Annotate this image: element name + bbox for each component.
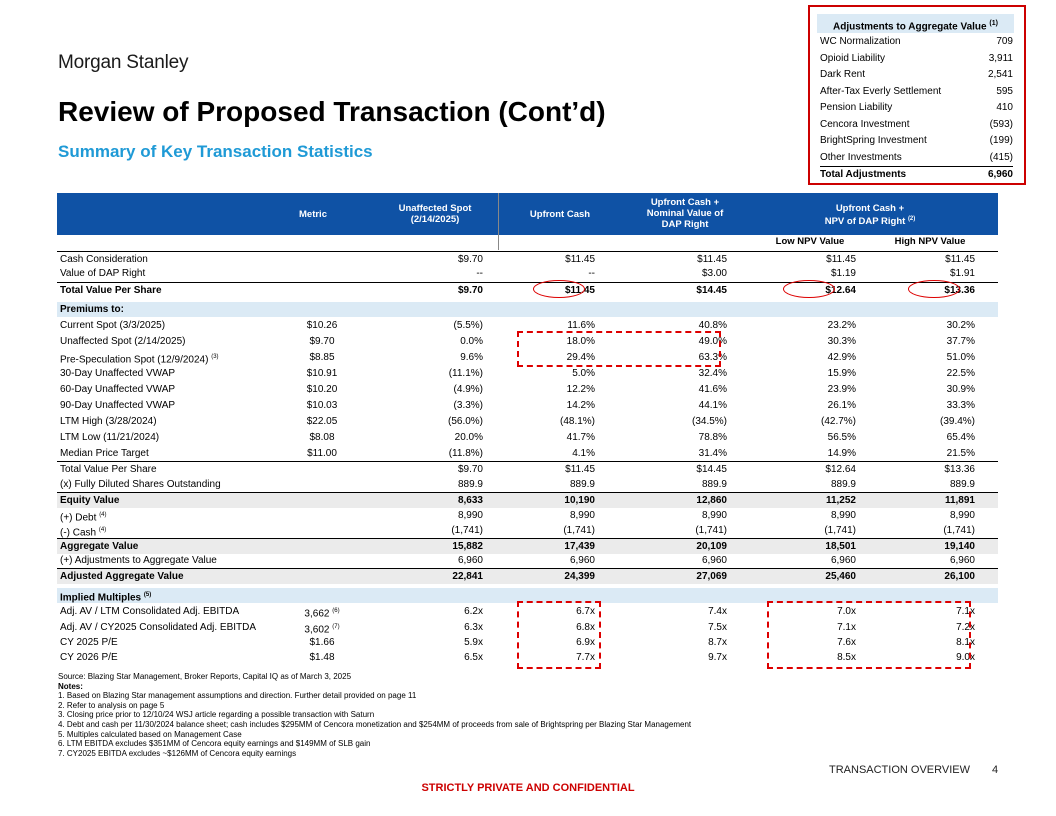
adjustment-row: Pension Liability 410	[820, 102, 1013, 113]
highlight-circle-high-npv	[908, 280, 960, 298]
page-subtitle: Summary of Key Transaction Statistics	[58, 142, 373, 161]
table-row: CY 2026 P/E $1.48 6.5x 7.7x 9.7x 8.5x 9.0x	[60, 652, 975, 663]
adjustments-box: Adjustments to Aggregate Value (1) WC No…	[808, 5, 1026, 185]
page-number: 4	[992, 764, 999, 776]
table-row: (+) Adjustments to Aggregate Value 6,960 6…	[60, 555, 975, 566]
section-row-implied-multiples: Implied Multiples (5)	[57, 588, 998, 603]
note-item: 7. CY2025 EBITDA excludes ~$126MM of Cen…	[58, 748, 297, 758]
note-item: 2. Refer to analysis on page 5	[58, 700, 165, 710]
table-row: 60-Day Unaffected VWAP $10.20 (4.9%) 12.2% 4…	[60, 384, 975, 395]
table-row-total: Adjusted Aggregate Value 22,841 24,399 27,0…	[57, 568, 998, 584]
footer-section-label: TRANSACTION OVERVIEW	[829, 764, 970, 776]
table-row: LTM Low (11/21/2024) $8.08 20.0% 41.7% 78.8%…	[60, 432, 975, 443]
subheader-low-npv: Low NPV Value	[775, 236, 845, 247]
table-row: Current Spot (3/3/2025) $10.26 (5.5%) 11.6%…	[60, 320, 975, 331]
page-title: Review of Proposed Transaction (Cont’d)	[58, 96, 606, 127]
note-item: 5. Multiples calculated based on Managem…	[58, 729, 242, 739]
table-row: Adj. AV / CY2025 Consolidated Adj. EBITD…	[60, 622, 975, 636]
column-divider	[498, 193, 499, 250]
table-row: Median Price Target $11.00 (11.8%) 4.1% 31.4…	[60, 448, 975, 459]
adjustment-row: Other Investments (415)	[820, 152, 1013, 163]
table-row: Cash Consideration $9.70 $11.45 $11.45 $11.4…	[57, 251, 998, 267]
highlight-box-upfront-multiples	[517, 601, 601, 669]
table-header	[57, 193, 998, 235]
source-line: Source: Blazing Star Management, Broker …	[58, 672, 352, 681]
table-row-total: Equity Value 8,633 10,190 12,860 11,252 11,89…	[57, 492, 998, 508]
morgan-stanley-logo: Morgan Stanley	[58, 52, 189, 73]
table-row-total: Aggregate Value 15,882 17,439 20,109 18,501 1…	[57, 538, 998, 554]
col-header-nominal: Upfront Cash + Nominal Value of DAP Right	[646, 197, 724, 230]
col-header-unaffected: Unaffected Spot (2/14/2025)	[398, 203, 472, 225]
confidentiality-notice: STRICTLY PRIVATE AND CONFIDENTIAL	[421, 782, 635, 794]
footnotes: Source: Blazing Star Management, Broker …	[58, 672, 691, 758]
table-row: Total Value Per Share $9.70 $11.45 $14.45 $1…	[57, 461, 998, 477]
adjustment-row: Dark Rent 2,541	[820, 69, 1013, 80]
adjustments-header: Adjustments to Aggregate Value (1)	[817, 14, 1014, 33]
table-row: 90-Day Unaffected VWAP $10.03 (3.3%) 14.2% 4…	[60, 400, 975, 411]
note-item: 1. Based on Blazing Star management assu…	[58, 691, 417, 701]
table-row: Value of DAP Right -- -- $3.00 $1.19 $1.91	[60, 268, 975, 279]
table-row: 30-Day Unaffected VWAP $10.91 (11.1%) 5.0% 3…	[60, 368, 975, 379]
table-row: Adj. AV / LTM Consolidated Adj. EBITDA 3,…	[60, 606, 975, 620]
table-row: (+) Debt (4) 8,990 8,990 8,990 8,990 8,990	[60, 510, 975, 524]
highlight-box-npv-multiples	[767, 601, 971, 669]
highlight-box-unaffected-premiums	[517, 331, 721, 367]
section-row-premiums: Premiums to:	[57, 302, 998, 317]
subheader-high-npv: High NPV Value	[894, 236, 966, 247]
notes-header: Notes:	[58, 681, 83, 691]
adjustment-row: BrightSpring Investment (199)	[820, 135, 1013, 146]
note-item: 4. Debt and cash per 11/30/2024 balance …	[58, 719, 692, 729]
table-row: Total Value Per Share $9.70 $11.45 $14.45 $1…	[57, 282, 998, 298]
highlight-circle-upfront-cash	[533, 280, 585, 298]
table-row: Unaffected Spot (2/14/2025) $9.70 0.0% 18.0…	[60, 336, 975, 347]
col-header-upfront-cash: Upfront Cash	[529, 209, 591, 220]
adjustment-row: Opioid Liability 3,911	[820, 53, 1013, 64]
table-row: (-) Cash (4) (1,741) (1,741) (1,741) (1,741)…	[60, 525, 975, 539]
note-item: 6. LTM EBITDA excludes $351MM of Cencora…	[58, 739, 371, 749]
adjustment-row: Cencora Investment (593)	[820, 119, 1013, 130]
col-header-metric: Metric	[299, 209, 327, 220]
table-row: (x) Fully Diluted Shares Outstanding 889.…	[60, 479, 975, 490]
adjustments-total-row: Total Adjustments 6,960	[820, 166, 1013, 183]
table-row: LTM High (3/28/2024) $22.05 (56.0%) (48.1%)…	[60, 416, 975, 427]
note-item: 3. Closing price prior to 12/10/24 WSJ a…	[58, 710, 375, 720]
col-header-npv: Upfront Cash + NPV of DAP Right (2)	[824, 203, 916, 228]
table-row: Pre-Speculation Spot (12/9/2024) (3) $8.8…	[60, 352, 975, 366]
highlight-circle-low-npv	[783, 280, 835, 298]
adjustment-row: After-Tax Everly Settlement 595	[820, 86, 1013, 97]
adjustment-row: WC Normalization 709	[820, 36, 1013, 47]
table-row: CY 2025 P/E $1.66 5.9x 6.9x 8.7x 7.6x 8.1x	[60, 637, 975, 648]
